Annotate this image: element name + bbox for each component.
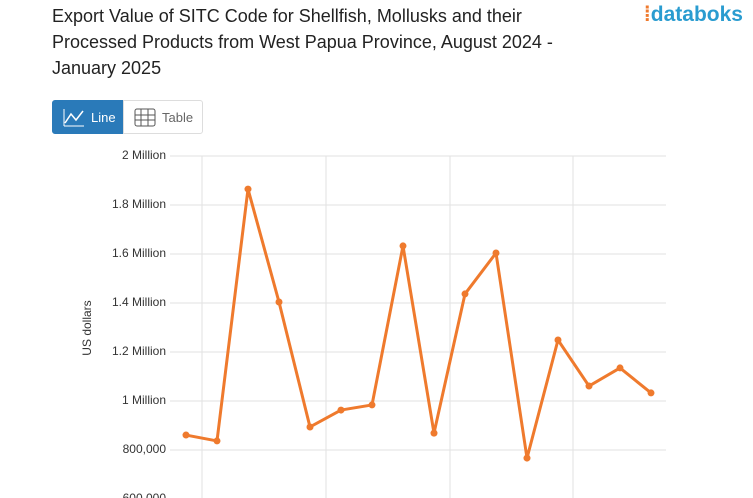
point [461,290,469,298]
tab-label: Line [91,110,116,125]
logo-text: databoks [650,3,743,26]
y-axis-label: US dollars [80,300,94,355]
y-tick-label: 1.8 Million [112,197,166,211]
point [554,336,562,344]
point [399,242,407,250]
y-tick-label: 2 Million [122,148,166,162]
tab-label: Table [162,110,194,125]
point [492,249,500,257]
y-tick-label: 1 Million [122,393,166,407]
icon [134,108,156,127]
line [185,187,652,460]
point [213,437,221,445]
point [337,406,345,414]
point [647,389,655,397]
point [244,185,252,193]
tab[interactable]: Line [52,100,123,134]
y-tick-label: 1.2 Million [112,344,166,358]
logo-icon: ⁞ [643,3,651,26]
icon [63,109,84,127]
chart-title: Export Value of SITC Code for Shellfish,… [52,6,553,78]
point [275,298,283,306]
y-tick-label: 1.4 Million [112,295,166,309]
point [616,364,624,372]
y-tick-label: 600,000 [123,491,167,498]
point [182,431,190,439]
point [430,429,438,437]
logo[interactable]: ⁞databoks [644,3,743,27]
point [368,401,376,409]
tab[interactable]: Table [123,100,203,134]
point [523,454,531,462]
point [306,423,314,431]
y-tick-label: 1.6 Million [112,246,166,260]
x-grid [201,156,574,498]
y-tick-label: 800,000 [123,442,167,456]
point [585,382,593,390]
